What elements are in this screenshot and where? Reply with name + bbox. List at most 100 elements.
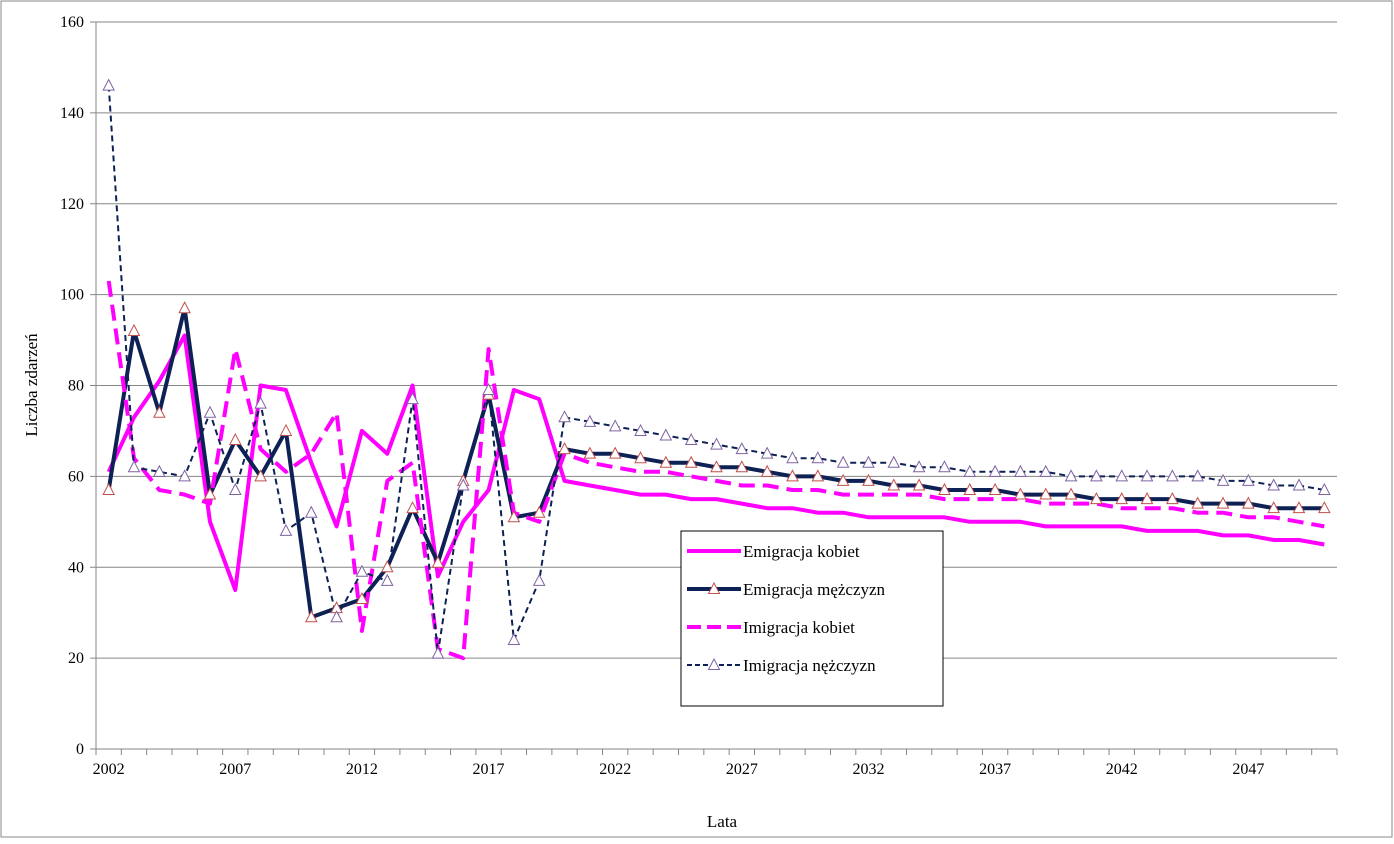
y-tick-label: 40 <box>68 559 84 576</box>
series-line-1 <box>106 333 1325 592</box>
data-point-marker <box>127 460 141 473</box>
data-point-marker <box>1166 469 1179 482</box>
data-point-marker <box>862 473 875 486</box>
data-point-marker <box>1267 478 1281 491</box>
data-point-marker <box>532 573 546 586</box>
data-point-marker <box>406 501 419 514</box>
data-point-marker <box>811 469 825 482</box>
data-point-marker <box>659 428 673 441</box>
data-point-marker <box>152 405 166 418</box>
data-point-marker <box>710 437 723 450</box>
data-point-marker <box>988 464 1002 477</box>
data-point-marker <box>1064 469 1078 482</box>
data-point-marker <box>355 564 369 577</box>
data-point-marker <box>330 610 343 623</box>
data-point-marker <box>507 632 521 645</box>
data-point-marker <box>178 301 191 314</box>
data-point-marker <box>1267 501 1281 514</box>
data-point-marker <box>102 78 115 91</box>
y-tick-label: 80 <box>68 378 84 395</box>
data-point-marker <box>583 414 597 427</box>
data-point-marker <box>963 464 977 477</box>
data-point-marker <box>1140 469 1154 482</box>
data-point-marker <box>1292 478 1306 491</box>
data-point-marker <box>1166 492 1179 505</box>
tick-labels: 0 20 40 60 80 100 120 140 160 2002 2007 2012 2017 202… <box>60 14 1264 778</box>
data-point-marker <box>1318 501 1331 514</box>
data-point-marker <box>608 419 622 432</box>
data-point-marker <box>786 451 799 464</box>
y-tick-label: 100 <box>60 287 84 304</box>
legend-label: Emigracja kobiet <box>743 542 860 561</box>
data-point-marker <box>304 505 318 518</box>
y-tick-label: 20 <box>68 650 84 667</box>
data-point-marker <box>912 460 926 473</box>
data-point-marker <box>456 478 470 491</box>
data-point-marker <box>760 464 774 477</box>
data-point-marker <box>887 478 901 491</box>
data-point-marker <box>431 555 445 568</box>
series-line-3 <box>106 280 1325 661</box>
data-point-marker <box>1090 492 1103 505</box>
data-point-marker <box>710 460 723 473</box>
data-point-marker <box>152 464 166 477</box>
x-tick-label: 2012 <box>346 761 378 778</box>
data-point-marker <box>482 382 495 396</box>
data-point-marker <box>279 523 293 536</box>
data-point-marker <box>938 482 951 496</box>
data-point-marker <box>659 455 673 468</box>
data-point-marker <box>583 446 597 459</box>
data-point-marker <box>1242 496 1255 509</box>
data-point-marker <box>735 460 749 473</box>
data-point-marker <box>608 446 622 459</box>
data-point-marker <box>963 482 977 496</box>
data-point-marker <box>836 455 850 468</box>
data-point-marker <box>1318 482 1331 496</box>
data-point-marker <box>988 482 1002 496</box>
data-point-marker <box>127 323 141 336</box>
data-point-marker <box>304 610 318 623</box>
data-point-marker <box>1140 492 1154 505</box>
data-point-marker <box>279 423 293 436</box>
data-point-marker <box>862 455 875 468</box>
data-point-marker <box>102 482 115 496</box>
data-point-marker <box>1014 464 1027 477</box>
data-point-marker <box>254 396 267 409</box>
legend-box <box>680 530 944 707</box>
y-tick-label: 0 <box>76 741 84 758</box>
data-point-marker <box>1191 469 1205 482</box>
x-tick-label: 2032 <box>852 761 884 778</box>
data-point-marker <box>634 423 647 436</box>
x-tick-label: 2047 <box>1232 761 1264 778</box>
axes <box>90 21 1338 755</box>
data-point-marker <box>203 405 217 418</box>
x-tick-label: 2007 <box>219 761 251 778</box>
legend-marker <box>707 657 721 670</box>
data-point-marker <box>178 469 191 482</box>
data-point-marker <box>684 455 698 468</box>
data-point-marker <box>786 469 799 482</box>
y-tick-label: 120 <box>60 196 84 213</box>
data-point-marker <box>380 573 394 586</box>
data-point-marker <box>431 646 445 659</box>
data-point-marker <box>1115 492 1129 505</box>
data-point-marker <box>836 473 850 486</box>
data-point-marker <box>1064 487 1078 500</box>
data-point-marker <box>1242 473 1255 486</box>
legend-label: Emigracja mężczyzn <box>743 580 886 599</box>
y-tick-label: 60 <box>68 468 84 485</box>
data-point-marker <box>558 410 571 423</box>
x-tick-label: 2027 <box>726 761 758 778</box>
data-point-marker <box>355 591 369 605</box>
data-point-marker <box>1115 469 1129 482</box>
x-tick-label: 2002 <box>93 761 125 778</box>
data-point-marker <box>760 446 774 459</box>
data-point-marker <box>406 392 419 405</box>
data-point-marker <box>684 432 698 446</box>
data-point-marker <box>1216 496 1230 509</box>
data-point-marker <box>507 510 521 523</box>
legend-label: Imigracja kobiet <box>743 618 855 637</box>
data-point-marker <box>1039 487 1053 500</box>
series-markers <box>102 78 1331 659</box>
